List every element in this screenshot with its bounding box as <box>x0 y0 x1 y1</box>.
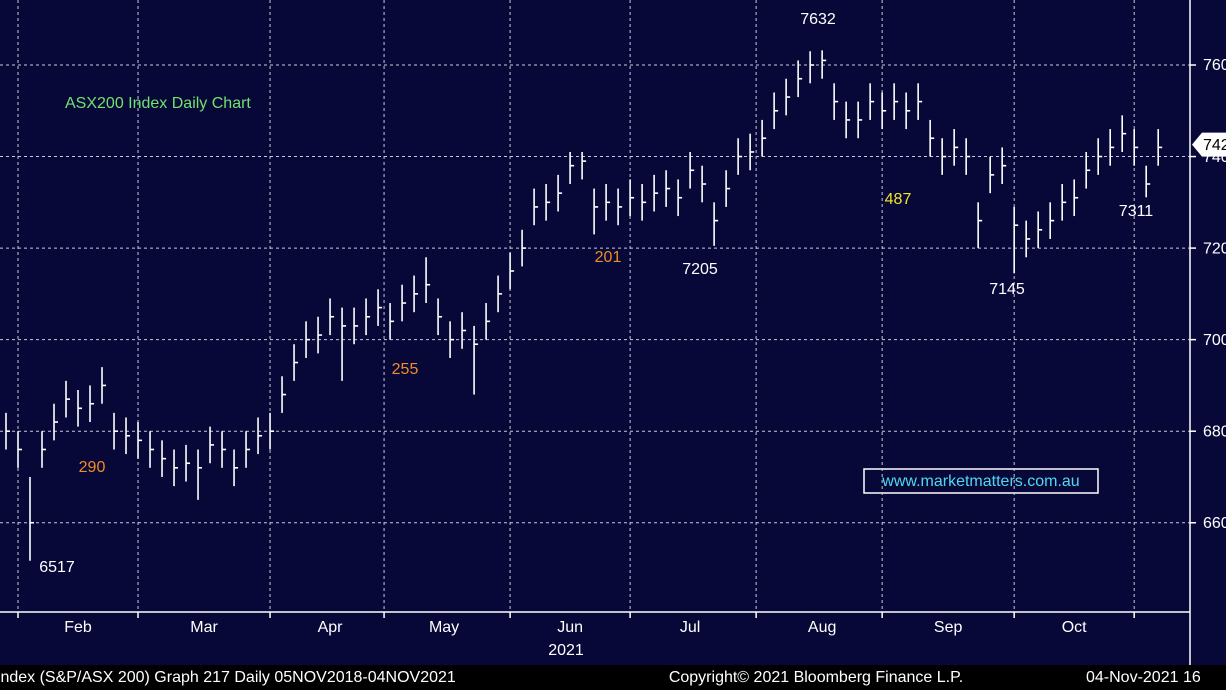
annotation: 7632 <box>800 11 836 28</box>
y-tick-label: 7200 <box>1203 240 1226 257</box>
watermark-box <box>863 468 1099 494</box>
annotation: 290 <box>79 459 106 476</box>
x-tick-label: Oct <box>1062 619 1087 636</box>
x-tick-label: Sep <box>934 619 963 636</box>
x-tick-label: May <box>429 619 459 636</box>
y-tick-label: 6600 <box>1203 515 1226 532</box>
watermark: www.marketmatters.com.au <box>881 473 1079 490</box>
annotation: 7205 <box>682 261 718 278</box>
x-tick-label: Aug <box>808 619 836 636</box>
annotation: 201 <box>595 249 622 266</box>
footer-bar <box>0 665 1226 690</box>
x-tick-label: Jun <box>557 619 583 636</box>
y-tick-label: 7000 <box>1203 332 1226 349</box>
annotation: 6517 <box>39 559 75 576</box>
annotation: 255 <box>392 361 419 378</box>
annotation: 7311 <box>1119 203 1154 220</box>
footer-left: Index (S&P/ASX 200) Graph 217 Daily 05NO… <box>0 669 456 686</box>
last-price-box <box>1192 132 1226 157</box>
x-tick-label: Apr <box>318 619 344 636</box>
last-price-label: 7426 <box>1203 137 1226 154</box>
x-tick-label: Mar <box>190 619 218 636</box>
chart-title: ASX200 Index Daily Chart <box>65 95 251 112</box>
annotation: 487 <box>885 191 912 208</box>
y-tick-label: 6800 <box>1203 423 1226 440</box>
footer-center: Copyright© 2021 Bloomberg Finance L.P. <box>669 669 963 686</box>
annotation: 7145 <box>989 281 1025 298</box>
y-tick-label: 7600 <box>1203 57 1226 74</box>
x-year: 2021 <box>548 642 584 659</box>
x-tick-label: Jul <box>680 619 700 636</box>
footer-right: 04-Nov-2021 16 <box>1086 669 1201 686</box>
x-tick-label: Feb <box>64 619 92 636</box>
